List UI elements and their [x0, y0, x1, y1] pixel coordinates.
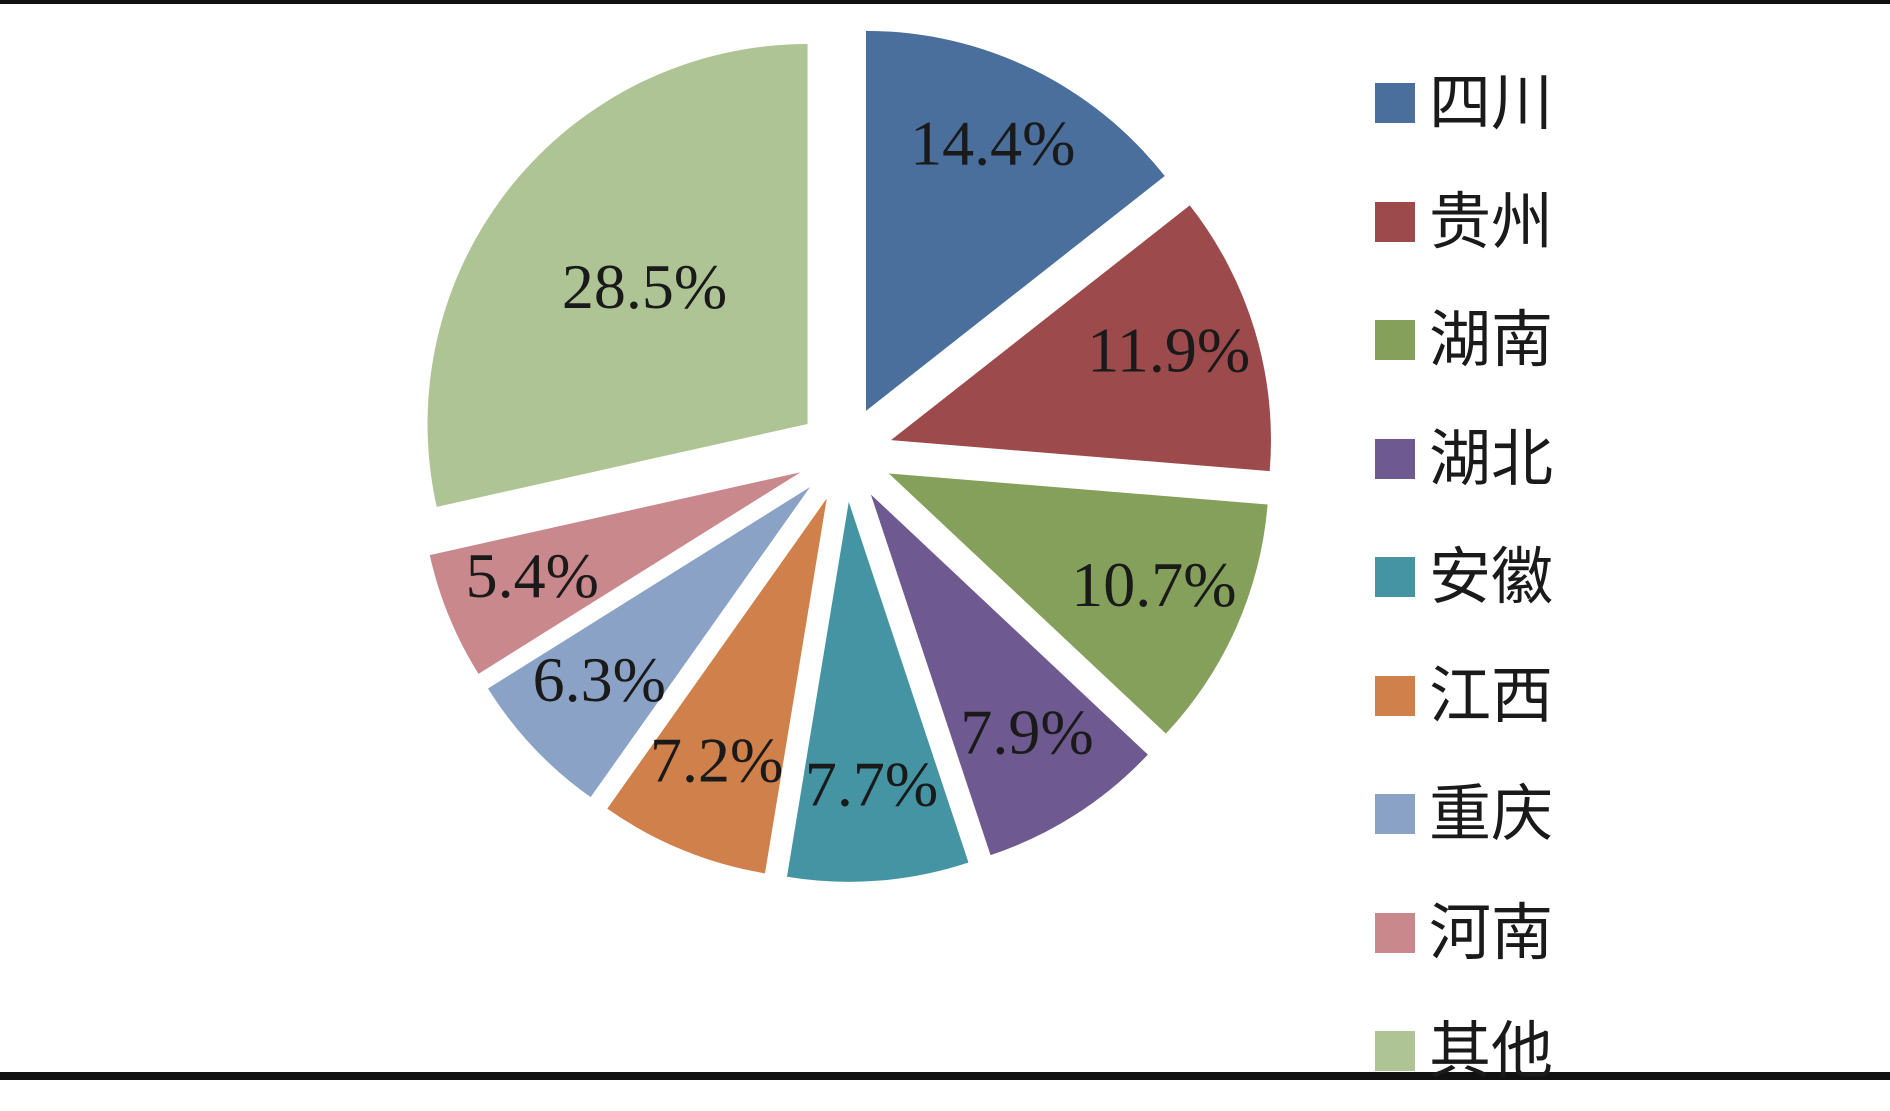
pie-slice-其他 [427, 43, 808, 507]
pie-data-label: 7.9% [960, 696, 1093, 767]
pie-data-label: 14.4% [910, 108, 1075, 179]
pie-data-label: 6.3% [533, 644, 666, 715]
legend-item: 安徽 [1375, 518, 1795, 637]
legend-item: 河南 [1375, 874, 1795, 993]
pie-slices [427, 30, 1271, 882]
pie-data-label: 5.4% [466, 540, 599, 611]
legend-item: 湖北 [1375, 400, 1795, 519]
legend-label: 四川 [1429, 66, 1554, 140]
legend-swatch [1375, 1031, 1415, 1072]
legend-item: 湖南 [1375, 281, 1795, 400]
legend-label: 江西 [1429, 658, 1554, 732]
pie-data-labels: 14.4% 11.9% 10.7% 7.9% 7.7% 7.2% 6.3% 5.4% 28.5% [466, 108, 1250, 820]
pie-data-label: 11.9% [1087, 314, 1250, 385]
legend-swatch [1375, 557, 1415, 598]
pie-slice-重庆 [487, 486, 811, 798]
legend-label: 重庆 [1429, 777, 1554, 851]
legend: 四川 贵州 湖南 湖北 安徽 江西 重庆 河南 [1375, 44, 1795, 1111]
pie-slice-四川 [865, 30, 1165, 411]
pie-slice-贵州 [890, 205, 1271, 472]
pie-slice-湖南 [888, 473, 1268, 734]
pie-slice-江西 [607, 498, 827, 874]
legend-item: 四川 [1375, 44, 1795, 163]
legend-swatch [1375, 438, 1415, 479]
legend-label: 湖南 [1429, 303, 1554, 377]
legend-item: 重庆 [1375, 755, 1795, 874]
pie-data-label: 28.5% [562, 251, 727, 322]
legend-swatch [1375, 794, 1415, 835]
legend-swatch [1375, 320, 1415, 361]
pie-data-label: 7.2% [650, 724, 783, 795]
legend-label: 安徽 [1429, 540, 1554, 614]
pie-slice-河南 [429, 472, 801, 674]
legend-swatch [1375, 83, 1415, 124]
legend-item: 贵州 [1375, 163, 1795, 282]
legend-label: 河南 [1429, 895, 1554, 969]
legend-label: 湖北 [1429, 421, 1554, 495]
legend-label: 贵州 [1429, 184, 1554, 258]
pie-chart: 14.4% 11.9% 10.7% 7.9% 7.7% 7.2% 6.3% 5.4% 28.5% [427, 30, 1271, 882]
legend-swatch [1375, 201, 1415, 242]
legend-swatch [1375, 675, 1415, 716]
legend-label: 其他 [1429, 1014, 1554, 1088]
chart-frame: 14.4% 11.9% 10.7% 7.9% 7.7% 7.2% 6.3% 5.4% 28.5%… [0, 0, 1890, 1082]
legend-swatch [1375, 912, 1415, 953]
legend-item: 江西 [1375, 637, 1795, 756]
legend-item: 其他 [1375, 992, 1795, 1111]
pie-data-label: 7.7% [805, 749, 938, 820]
pie-slice-湖北 [870, 494, 1148, 856]
pie-slice-安徽 [786, 501, 969, 882]
pie-data-label: 10.7% [1071, 549, 1236, 620]
